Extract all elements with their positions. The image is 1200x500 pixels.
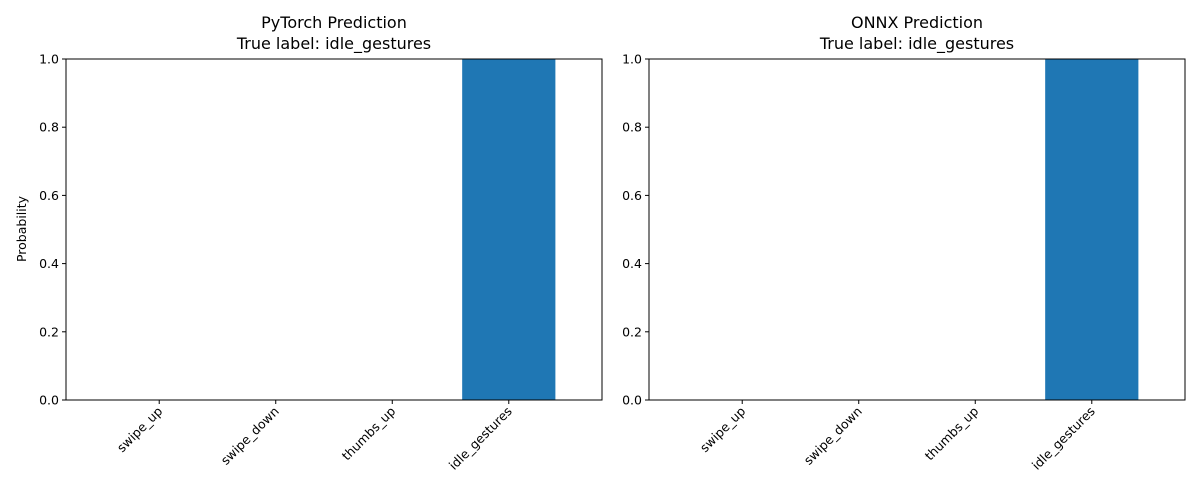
y-tick-label: 0.8 <box>622 120 642 135</box>
chart-title: PyTorch Prediction <box>261 13 407 32</box>
y-tick-label: 0.4 <box>39 256 59 271</box>
y-tick-label: 0.6 <box>622 188 642 203</box>
chart-subtitle: True label: idle_gestures <box>819 34 1014 54</box>
chart-title: ONNX Prediction <box>851 13 983 32</box>
y-tick-label: 0.2 <box>622 324 642 339</box>
y-tick-label: 0.0 <box>39 393 59 408</box>
y-axis-ticks: 0.0 0.2 0.4 0.6 0.8 1.0 <box>622 52 649 408</box>
bar-idle-gestures <box>462 59 556 400</box>
plot-frame <box>65 58 603 401</box>
y-tick-label: 1.0 <box>39 52 59 67</box>
y-axis-label: Probability <box>14 195 29 262</box>
bar-idle-gestures <box>1045 59 1139 400</box>
y-tick-label: 0.8 <box>39 120 59 135</box>
y-tick-label: 0.2 <box>39 324 59 339</box>
y-tick-label: 0.6 <box>39 188 59 203</box>
bars <box>1045 59 1139 400</box>
y-tick-label: 0.4 <box>622 256 642 271</box>
y-axis-ticks: 0.0 0.2 0.4 0.6 0.8 1.0 <box>39 52 66 408</box>
bars <box>462 59 556 400</box>
y-tick-label: 0.0 <box>622 393 642 408</box>
plot-frame <box>648 58 1186 401</box>
chart-subtitle: True label: idle_gestures <box>236 34 431 54</box>
y-tick-label: 1.0 <box>622 52 642 67</box>
